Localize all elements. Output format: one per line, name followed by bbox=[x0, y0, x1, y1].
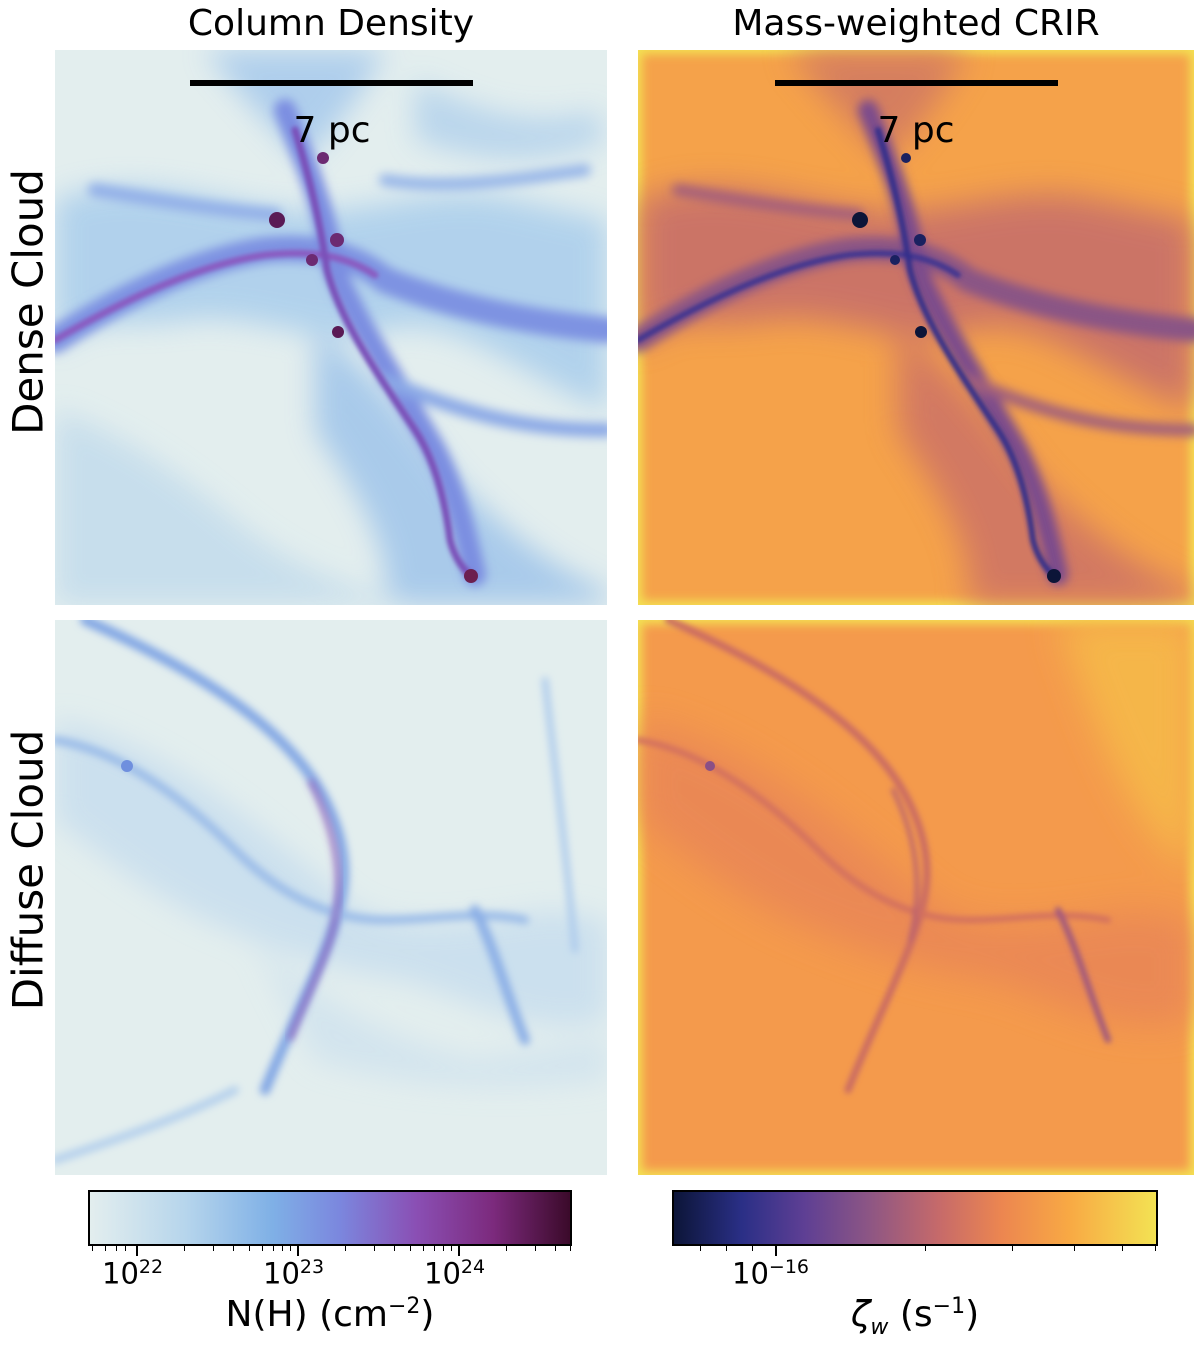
colorbar-crir-minor-tick bbox=[752, 1246, 753, 1251]
colorbar-density-minor-tick bbox=[506, 1246, 507, 1251]
dense-crir-map bbox=[638, 50, 1194, 605]
colorbar-crir-minor-tick bbox=[925, 1246, 926, 1251]
colorbar-crir-tick-label-1e-16: 10−16 bbox=[732, 1256, 810, 1291]
colorbar-density-minor-tick bbox=[570, 1246, 571, 1251]
colorbar-density-minor-tick bbox=[249, 1246, 250, 1251]
title-column-density: Column Density bbox=[187, 3, 475, 44]
colorbar-density-minor-tick bbox=[282, 1246, 283, 1251]
colorbar-density-minor-tick bbox=[410, 1246, 411, 1251]
colorbar-crir-minor-tick bbox=[1122, 1246, 1123, 1251]
diffuse-density-map bbox=[55, 620, 607, 1164]
colorbar-column-density bbox=[88, 1190, 572, 1246]
colorbar-crir-minor-tick bbox=[1012, 1246, 1013, 1251]
panel-dense-crir bbox=[638, 50, 1194, 605]
colorbar-density-minor-tick bbox=[116, 1246, 117, 1251]
colorbar-density-tick-label-1e22: 1022 bbox=[102, 1256, 164, 1291]
scale-bar-left bbox=[190, 80, 473, 86]
colorbar-density-minor-tick bbox=[555, 1246, 556, 1251]
title-mass-weighted-crir: Mass-weighted CRIR bbox=[732, 3, 1100, 44]
colorbar-density-minor-tick bbox=[394, 1246, 395, 1251]
scale-bar-label-left: 7 pc bbox=[293, 110, 371, 151]
colorbar-density-minor-tick bbox=[125, 1246, 126, 1251]
colorbar-crir-label: ζw (s−1) bbox=[850, 1294, 980, 1341]
colorbar-density-minor-tick bbox=[92, 1246, 93, 1251]
diffuse-crir-map bbox=[638, 620, 1194, 1094]
scale-bar-right bbox=[775, 80, 1058, 86]
colorbar-density-minor-tick bbox=[434, 1246, 435, 1251]
colorbar-crir-minor-tick bbox=[1155, 1246, 1156, 1251]
colorbar-density-minor-tick bbox=[184, 1246, 185, 1251]
colorbar-density-minor-tick bbox=[451, 1246, 452, 1251]
colorbar-density-minor-tick bbox=[423, 1246, 424, 1251]
colorbar-crir-minor-tick bbox=[1074, 1246, 1075, 1251]
colorbar-density-minor-tick bbox=[535, 1246, 536, 1251]
colorbar-density-minor-tick bbox=[262, 1246, 263, 1251]
colorbar-crir-minor-tick bbox=[726, 1246, 727, 1251]
colorbar-crir-minor-tick bbox=[700, 1246, 701, 1251]
colorbar-density-label: N(H) (cm−2) bbox=[225, 1294, 435, 1335]
colorbar-density-minor-tick bbox=[273, 1246, 274, 1251]
colorbar-density-tick-label-1e24: 1024 bbox=[424, 1256, 486, 1291]
colorbar-density-minor-tick bbox=[443, 1246, 444, 1251]
panel-diffuse-column-density bbox=[55, 620, 607, 1175]
row-label-diffuse-cloud: Diffuse Cloud bbox=[3, 729, 53, 1011]
colorbar-crir-major-tick bbox=[775, 1246, 777, 1256]
colorbar-density-major-tick bbox=[297, 1246, 299, 1256]
colorbar-density-minor-tick bbox=[290, 1246, 291, 1251]
panel-dense-column-density bbox=[55, 50, 607, 605]
colorbar-density-major-tick bbox=[136, 1246, 138, 1256]
colorbar-density-tick-label-1e23: 1023 bbox=[263, 1256, 325, 1291]
colorbar-density-major-tick bbox=[458, 1246, 460, 1256]
scale-bar-label-right: 7 pc bbox=[877, 110, 955, 151]
dense-density-map bbox=[55, 50, 607, 605]
panel-diffuse-crir bbox=[638, 620, 1194, 1175]
colorbar-density-minor-tick bbox=[374, 1246, 375, 1251]
colorbar-density-minor-tick bbox=[213, 1246, 214, 1251]
colorbar-density-minor-tick bbox=[105, 1246, 106, 1251]
colorbar-density-minor-tick bbox=[345, 1246, 346, 1251]
colorbar-density-minor-tick bbox=[233, 1246, 234, 1251]
row-label-dense-cloud: Dense Cloud bbox=[3, 169, 53, 435]
colorbar-crir bbox=[672, 1190, 1158, 1246]
